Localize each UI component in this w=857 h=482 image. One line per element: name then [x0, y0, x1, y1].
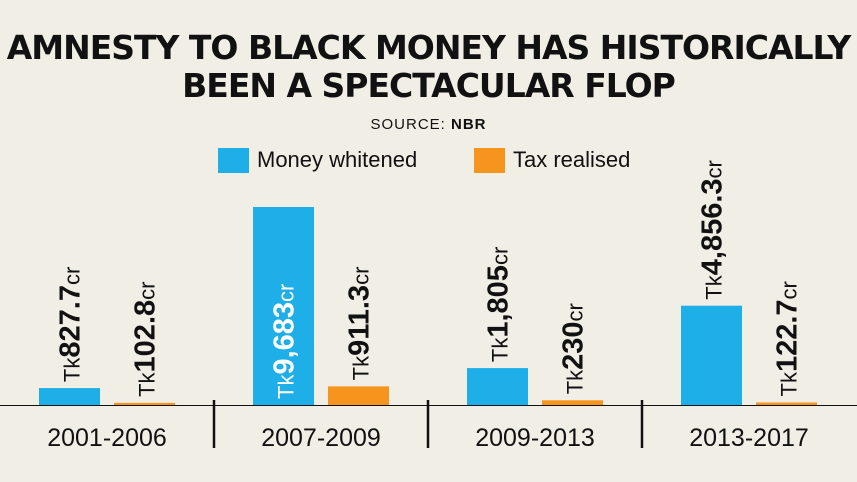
- legend-swatch-money-whitened: [218, 147, 249, 173]
- legend-label-money-whitened: Money whitened: [257, 147, 418, 172]
- data-label-tax-realised-2001-2006: Tk102.8cr: [130, 282, 162, 397]
- bar-money-whitened-2009-2013: [467, 368, 528, 405]
- data-label-money-whitened-2001-2006: Tk827.7cr: [55, 267, 87, 382]
- source-name: NBR: [451, 116, 487, 133]
- chart-title-line-1: AMNESTY TO BLACK MONEY HAS HISTORICALLY: [6, 28, 852, 67]
- legend-item-tax-realised: Tax realised: [474, 145, 630, 175]
- bar-tax-realised-2009-2013: [542, 400, 603, 405]
- legend-label-tax-realised: Tax realised: [513, 147, 631, 172]
- bar-tax-realised-2001-2006: [114, 402, 175, 405]
- category-label-2007-2009: 2007-2009: [261, 424, 381, 452]
- data-label-tax-realised-2007-2009: Tk911.3cr: [344, 267, 376, 381]
- data-label-tax-realised-2009-2013: Tk230cr: [558, 303, 590, 394]
- category-label-2013-2017: 2013-2017: [689, 424, 809, 452]
- legend-item-money-whitened: Money whitened: [218, 145, 417, 175]
- chart-title-line-2: BEEN A SPECTACULAR FLOP: [182, 66, 676, 105]
- data-label-money-whitened-2013-2017: Tk4,856.3cr: [697, 160, 729, 300]
- source-prefix: SOURCE:: [370, 116, 446, 133]
- bar-money-whitened-2013-2017: [681, 305, 742, 405]
- legend-swatch-tax-realised: [474, 147, 505, 173]
- bar-money-whitened-2001-2006: [39, 388, 100, 405]
- category-label-2009-2013: 2009-2013: [475, 424, 595, 452]
- source-note: SOURCE: NBR: [0, 117, 857, 132]
- data-label-tax-realised-2013-2017: Tk122.7cr: [772, 281, 804, 396]
- data-label-money-whitened-2009-2013: Tk1,805cr: [483, 247, 515, 362]
- bar-tax-realised-2007-2009: [328, 386, 389, 405]
- bar-tax-realised-2013-2017: [756, 402, 817, 405]
- data-label-money-whitened-2007-2009: Tk9,683cr: [269, 284, 301, 399]
- bar-money-whitened-2007-2009: [253, 207, 314, 405]
- category-label-2001-2006: 2001-2006: [47, 424, 167, 452]
